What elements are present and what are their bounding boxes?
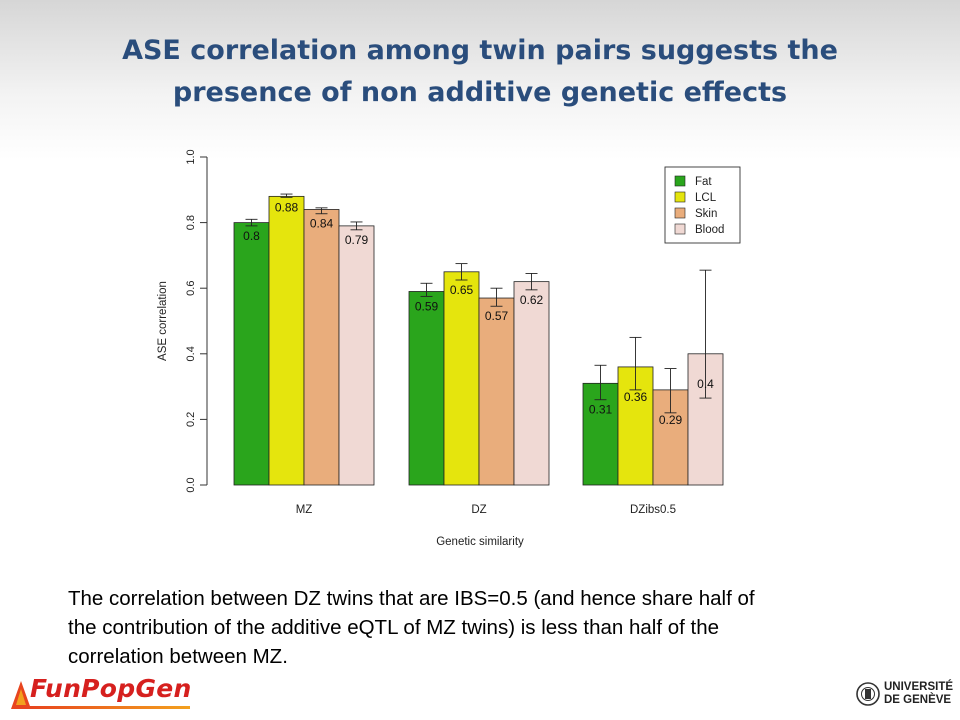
- x-axis-label: Genetic similarity: [436, 536, 524, 548]
- legend-swatch: [674, 191, 686, 203]
- legend-label: Fat: [695, 176, 712, 188]
- university-line-1: UNIVERSITÉ: [884, 681, 954, 693]
- data-label: 0.79: [345, 233, 369, 247]
- data-label: 0.88: [275, 200, 299, 214]
- y-tick-label: 0.2: [185, 412, 197, 427]
- caption-line-2: the contribution of the additive eQTL of…: [68, 616, 720, 639]
- legend-label: LCL: [695, 192, 717, 204]
- legend-swatch: [674, 207, 686, 219]
- bar-fat: [233, 222, 270, 486]
- legend-label: Skin: [695, 208, 717, 220]
- slide-caption: The correlation between DZ twins that ar…: [68, 584, 908, 671]
- x-category-label: MZ: [296, 504, 313, 516]
- university-line-2: DE GENÈVE: [884, 694, 952, 706]
- university-seal-icon: [856, 682, 880, 706]
- bar-fat: [582, 382, 619, 486]
- legend-swatch: [674, 175, 686, 187]
- data-label: 0.57: [485, 309, 509, 323]
- bar-skin: [478, 297, 515, 486]
- data-label: 0.36: [624, 390, 648, 404]
- y-tick-label: 0.8: [185, 215, 197, 230]
- bar-blood: [513, 281, 550, 486]
- data-label: 0.4: [697, 377, 714, 391]
- legend-swatch: [674, 223, 686, 235]
- y-tick-label: 1.0: [185, 149, 197, 164]
- caption-line-3: correlation between MZ.: [68, 645, 288, 668]
- data-label: 0.31: [589, 403, 613, 417]
- ase-correlation-bar-chart: 0.0 0.2 0.4 0.6 0.8 1.0 ASE correlation 0.8 0.59…: [157, 149, 741, 548]
- bar-skin: [303, 209, 340, 486]
- funpopgen-logo-text: FunPopGen: [30, 674, 192, 703]
- y-axis-label: ASE correlation: [157, 281, 169, 361]
- data-label: 0.59: [415, 299, 439, 313]
- funpopgen-logo-underline: [30, 706, 190, 709]
- title-line-2: presence of non additive genetic effects: [172, 77, 788, 108]
- title-line-1: ASE correlation among twin pairs suggest…: [122, 35, 838, 66]
- legend-label: Blood: [695, 224, 724, 236]
- data-label: 0.62: [520, 293, 544, 307]
- bar-blood: [338, 225, 375, 486]
- y-tick-label: 0.0: [185, 477, 197, 492]
- data-label: 0.84: [310, 217, 334, 231]
- slide-title: ASE correlation among twin pairs suggest…: [60, 30, 900, 114]
- data-label: 0.65: [450, 283, 474, 297]
- y-tick-label: 0.4: [185, 346, 197, 361]
- university-logo-text: UNIVERSITÉ DE GENÈVE: [884, 681, 953, 707]
- caption-line-1: The correlation between DZ twins that ar…: [68, 587, 755, 610]
- data-label: 0.8: [243, 229, 260, 243]
- y-tick-label: 0.6: [185, 281, 197, 296]
- funpopgen-logo-mark: [11, 681, 31, 709]
- bar-lcl: [268, 195, 305, 486]
- bar-fat: [408, 291, 445, 486]
- x-category-label: DZ: [471, 504, 486, 516]
- x-category-label: DZibs0.5: [630, 504, 676, 516]
- data-label: 0.29: [659, 413, 683, 427]
- bar-lcl: [443, 271, 480, 486]
